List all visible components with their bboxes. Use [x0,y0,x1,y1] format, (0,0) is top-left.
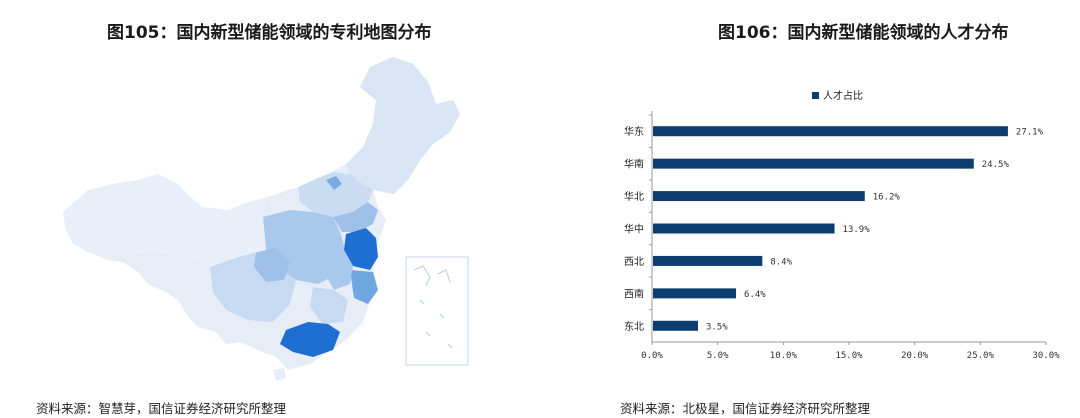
map-northeast-region [346,57,460,194]
talent-bar-chart: 人才占比 0.0% 5.0% 10.0% 15.0% 20.0% 25.0% 30.0% 华东 2… [624,89,1060,361]
data-label: 24.5% [982,160,1010,170]
x-tick-label: 25.0% [967,351,995,361]
category-label: 华南 [624,158,644,171]
bar [653,191,865,202]
category-label: 华中 [624,223,644,236]
bar [653,255,763,266]
bar [653,288,737,299]
data-label: 3.5% [706,322,728,332]
x-tick-label: 30.0% [1032,351,1060,361]
data-label: 8.4% [770,257,792,267]
x-tick-label: 0.0% [641,351,663,361]
category-label: 东北 [624,320,644,333]
map-south-sea-inset [405,256,469,366]
bar [653,126,1008,137]
data-label: 16.2% [873,193,901,203]
category-label: 华东 [624,125,644,138]
map-hainan-island [273,368,286,381]
x-tick-label: 15.0% [835,351,863,361]
legend-label: 人才占比 [823,89,863,102]
data-label: 13.9% [843,225,871,235]
x-tick-label: 10.0% [770,351,798,361]
map-shandong-region [333,202,378,232]
bar [653,158,974,169]
map-beijing-region [326,176,342,190]
bar [653,320,698,331]
map-title: 图105：国内新型储能领域的专利地图分布 [107,23,432,43]
bar [653,223,835,234]
data-label: 27.1% [1016,128,1044,138]
map-west-region [63,174,268,267]
bar-chart-title: 图106：国内新型储能领域的人才分布 [718,23,1009,43]
bar-chart-source-note: 资料来源：北极星，国信证券经济研究所整理 [620,401,871,416]
map-jiangxi-region [310,287,348,324]
map-source-note: 资料来源：智慧芽，国信证券经济研究所整理 [36,401,287,416]
china-patent-map [63,57,469,381]
category-label: 西北 [624,256,644,268]
legend-swatch [812,92,819,99]
map-zhejiang-region [350,270,378,304]
category-label: 西南 [624,287,644,300]
x-tick-label: 5.0% [707,351,729,361]
category-label: 华北 [624,190,644,203]
map-north-region [298,172,373,217]
map-anhui-region [324,247,353,290]
x-tick-label: 20.0% [901,351,929,361]
map-jiangsu-region [344,228,378,270]
data-label: 6.4% [744,290,766,300]
map-sichuan-region [254,248,290,282]
map-guangdong-region [280,322,340,357]
